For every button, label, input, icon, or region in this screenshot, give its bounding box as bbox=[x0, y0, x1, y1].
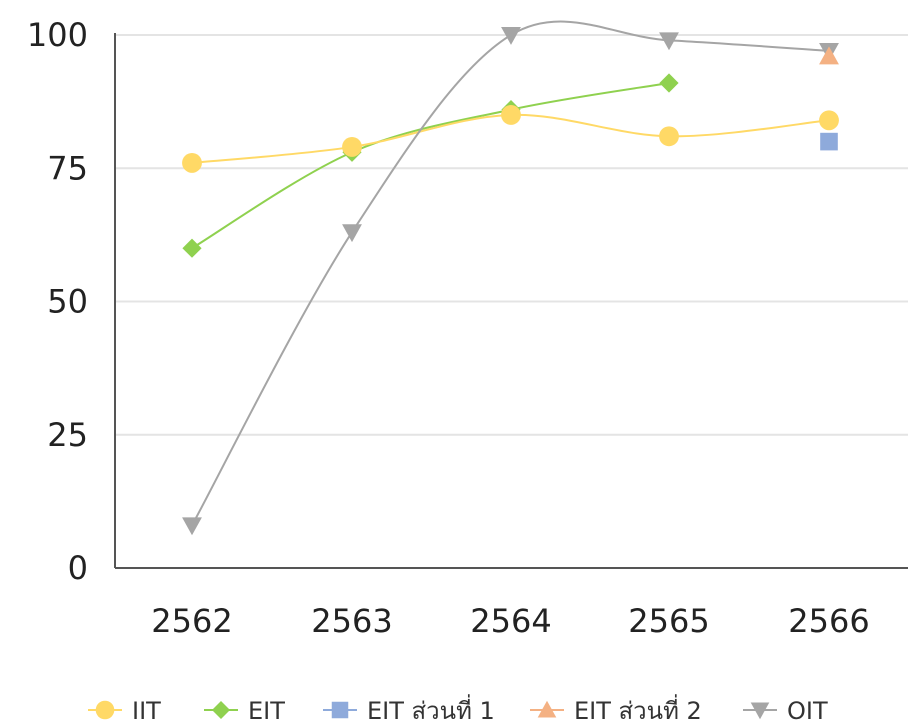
legend-marker bbox=[95, 700, 115, 720]
legend-label: EIT bbox=[248, 697, 285, 721]
x-tick-label: 2566 bbox=[788, 602, 869, 640]
data-point bbox=[182, 153, 202, 173]
y-tick-label: 0 bbox=[68, 549, 88, 587]
legend-marker bbox=[331, 701, 349, 719]
data-point bbox=[182, 517, 202, 536]
x-tick-label: 2564 bbox=[470, 602, 551, 640]
legend-label: EIT ส่วนที่ 1 bbox=[367, 694, 495, 721]
series-oit-4 bbox=[182, 20, 839, 536]
data-point bbox=[659, 126, 679, 147]
series-eit-2-3 bbox=[819, 46, 839, 65]
x-tick-label: 2565 bbox=[628, 602, 709, 640]
x-tick-label: 2563 bbox=[311, 602, 392, 640]
legend-marker bbox=[212, 701, 230, 719]
legend-marker bbox=[750, 702, 770, 720]
data-point bbox=[182, 238, 202, 258]
legend-marker bbox=[537, 700, 557, 718]
legend-item: EIT ส่วนที่ 1 bbox=[323, 694, 495, 721]
legend-label: EIT ส่วนที่ 2 bbox=[574, 694, 702, 721]
legend-label: IIT bbox=[132, 697, 161, 721]
legend-item: EIT ส่วนที่ 2 bbox=[530, 694, 702, 721]
y-tick-label: 50 bbox=[47, 283, 88, 321]
legend-item: OIT bbox=[743, 697, 828, 721]
y-tick-label: 100 bbox=[27, 16, 88, 54]
data-point bbox=[819, 46, 839, 65]
y-tick-label: 75 bbox=[47, 149, 88, 187]
y-tick-labels: 0 25 50 75 100 bbox=[27, 16, 88, 587]
series bbox=[182, 20, 839, 536]
legend-item: IIT bbox=[88, 697, 161, 721]
legend: IIT EIT EIT ส่วนที่ 1 EIT ส่วนที่ 2 OIT bbox=[88, 694, 828, 721]
series-line bbox=[191, 20, 830, 526]
axes bbox=[114, 33, 908, 569]
gridlines bbox=[115, 34, 908, 436]
data-point bbox=[659, 32, 679, 51]
y-tick-label: 25 bbox=[47, 416, 88, 454]
data-point bbox=[501, 27, 521, 45]
data-point bbox=[342, 224, 362, 243]
series-eit-1-2 bbox=[820, 132, 838, 151]
series-iit-0 bbox=[182, 105, 839, 173]
data-point bbox=[819, 110, 839, 131]
series-eit-1 bbox=[182, 73, 679, 258]
data-point bbox=[820, 132, 838, 151]
series-line bbox=[191, 81, 670, 250]
data-point bbox=[659, 73, 679, 93]
data-point bbox=[501, 105, 521, 125]
x-tick-labels: 2562 2563 2564 2565 2566 bbox=[151, 602, 869, 640]
legend-label: OIT bbox=[787, 697, 828, 721]
x-tick-label: 2562 bbox=[151, 602, 232, 640]
legend-item: EIT bbox=[204, 697, 285, 721]
data-point bbox=[342, 137, 362, 157]
